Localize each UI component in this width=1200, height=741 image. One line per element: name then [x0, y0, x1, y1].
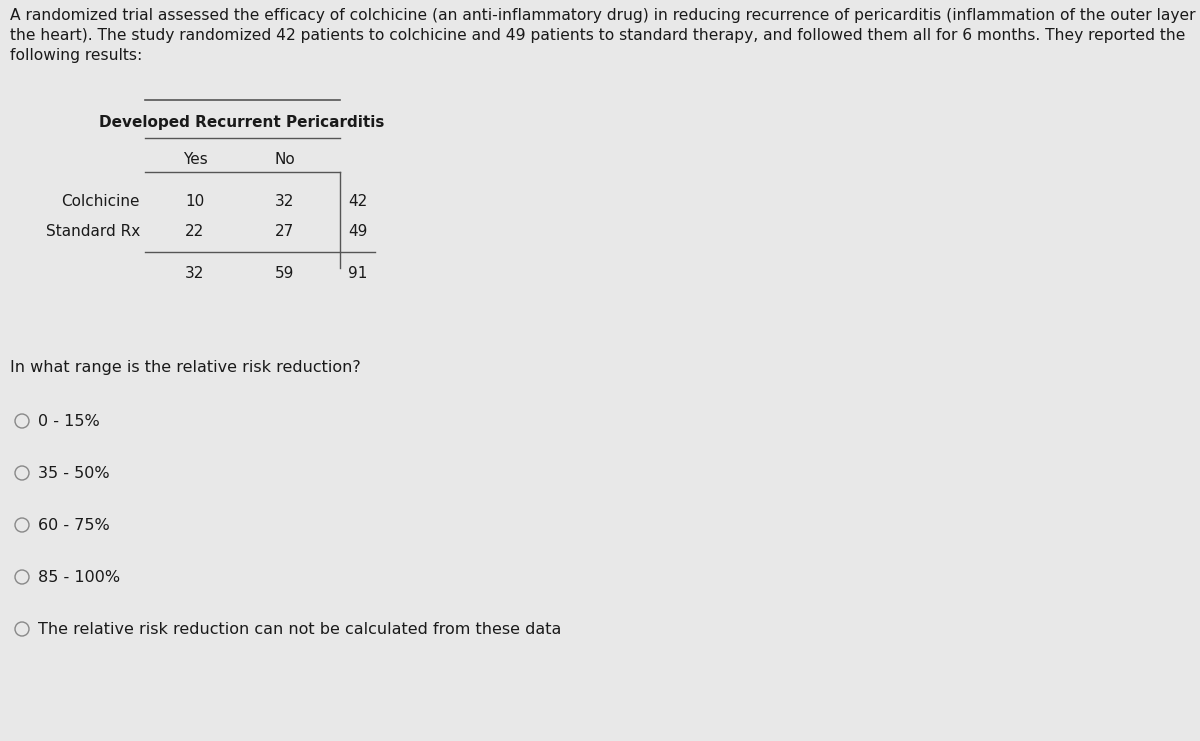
Text: Yes: Yes: [182, 151, 208, 167]
Text: 49: 49: [348, 225, 367, 239]
Text: 32: 32: [275, 194, 295, 210]
Text: following results:: following results:: [10, 48, 143, 63]
Text: 60 - 75%: 60 - 75%: [38, 517, 109, 533]
Text: Standard Rx: Standard Rx: [46, 225, 140, 239]
Text: 35 - 50%: 35 - 50%: [38, 465, 109, 480]
Text: No: No: [275, 151, 295, 167]
Text: 59: 59: [275, 267, 295, 282]
Text: 0 - 15%: 0 - 15%: [38, 413, 100, 428]
Text: The relative risk reduction can not be calculated from these data: The relative risk reduction can not be c…: [38, 622, 562, 637]
Text: 27: 27: [275, 225, 295, 239]
Text: 85 - 100%: 85 - 100%: [38, 570, 120, 585]
Text: Developed Recurrent Pericarditis: Developed Recurrent Pericarditis: [100, 116, 385, 130]
Text: In what range is the relative risk reduction?: In what range is the relative risk reduc…: [10, 360, 361, 375]
Text: 91: 91: [348, 267, 367, 282]
Text: A randomized trial assessed the efficacy of colchicine (an anti-inflammatory dru: A randomized trial assessed the efficacy…: [10, 8, 1200, 23]
Text: 10: 10: [185, 194, 205, 210]
Text: 42: 42: [348, 194, 367, 210]
Text: the heart). The study randomized 42 patients to colchicine and 49 patients to st: the heart). The study randomized 42 pati…: [10, 28, 1186, 43]
Text: Colchicine: Colchicine: [61, 194, 140, 210]
Text: 22: 22: [185, 225, 205, 239]
Text: 32: 32: [185, 267, 205, 282]
